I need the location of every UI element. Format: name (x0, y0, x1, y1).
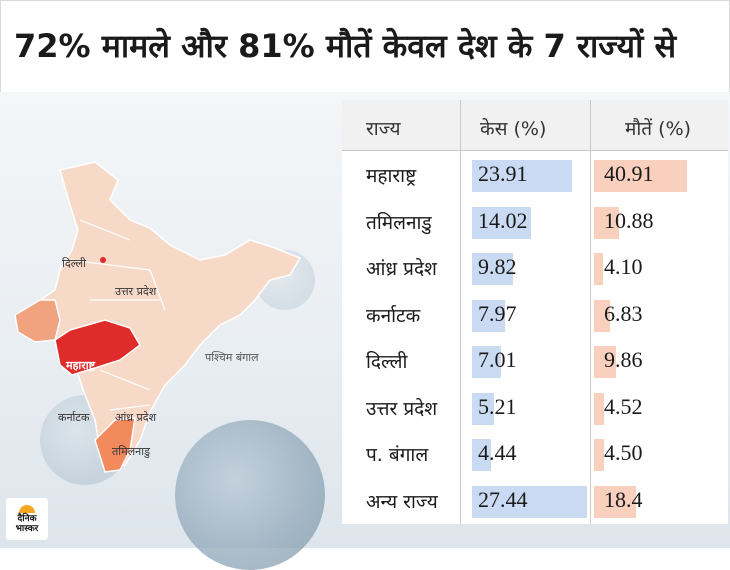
table-row: कर्नाटक 7.97 6.83 (342, 292, 728, 339)
table-row: अन्य राज्य 27.44 18.4 (342, 478, 728, 525)
logo-line1: दैनिक (17, 513, 37, 524)
table-row: उत्तर प्रदेश 5.21 4.52 (342, 385, 728, 432)
india-map (14, 161, 302, 473)
cases-bar (472, 206, 531, 239)
cases-bar (472, 346, 502, 378)
cases-bar (472, 253, 514, 285)
logo-line2: भास्कर (15, 523, 39, 534)
state-name: प. बंगाल (366, 444, 429, 466)
state-name: तमिलनाडु (366, 211, 432, 234)
dainik-bhaskar-logo: दैनिक भास्कर (6, 498, 48, 540)
cases-bar (472, 299, 506, 332)
deaths-value: 40.91 (604, 161, 654, 186)
state-name: आंध्र प्रदेश (366, 258, 437, 280)
deaths-bar (594, 160, 687, 192)
deaths-bar (594, 299, 610, 332)
delhi-marker (100, 257, 106, 263)
gujarat-shape (14, 299, 61, 343)
table-row: दिल्ली 7.01 9.86 (342, 338, 728, 385)
deaths-value: 4.10 (604, 254, 643, 279)
map-label-karnataka: कर्नाटक (58, 411, 90, 424)
deaths-value: 10.88 (604, 207, 654, 233)
state-name: महाराष्ट्र (366, 165, 417, 187)
cases-bar (472, 160, 573, 192)
header-deaths: मौतें (%) (625, 118, 692, 140)
table-header: राज्य केस (%) मौतें (%) (342, 100, 728, 151)
cases-value: 14.02 (478, 207, 528, 233)
deaths-bar (594, 346, 617, 378)
header-state: राज्य (366, 118, 401, 140)
maharashtra-shape (54, 319, 141, 376)
deaths-bar (594, 392, 605, 425)
tamilnadu-shape (94, 417, 136, 473)
sun-icon (19, 504, 35, 513)
cases-bar (472, 485, 587, 518)
map-label-tn: तमिलनाडु (112, 445, 150, 458)
column-divider (590, 100, 591, 524)
deaths-value: 6.83 (604, 300, 643, 326)
state-name: उत्तर प्रदेश (366, 397, 438, 420)
table-row: आंध्र प्रदेश 9.82 4.10 (342, 245, 728, 292)
deaths-value: 4.52 (604, 393, 643, 419)
deaths-bar (594, 485, 636, 518)
deaths-bar (594, 253, 604, 285)
cases-value: 7.97 (478, 300, 517, 326)
column-divider (460, 100, 461, 524)
table-row: तमिलनाडु 14.02 10.88 (342, 199, 728, 246)
deaths-value: 4.50 (604, 440, 643, 465)
map-label-delhi: दिल्ली (62, 257, 86, 270)
map-label-up: उत्तर प्रदेश (115, 285, 157, 298)
cases-value: 27.44 (478, 486, 528, 512)
deaths-bar (594, 439, 605, 471)
state-name: कर्नाटक (366, 304, 421, 327)
map-label-maharashtra: महाराष्ट्र (66, 359, 96, 372)
state-borders (69, 219, 166, 411)
state-name: दिल्ली (366, 351, 408, 373)
deaths-bar (594, 206, 619, 239)
virus-decoration-icon (175, 420, 325, 570)
table-row: महाराष्ट्र 23.91 40.91 (342, 152, 728, 199)
cases-bar (472, 439, 491, 471)
cases-bar (472, 392, 494, 425)
cases-value: 7.01 (478, 347, 517, 372)
cases-value: 4.44 (478, 440, 517, 465)
header-cases: केस (%) (480, 118, 547, 140)
data-table: राज्य केस (%) मौतें (%) महाराष्ट्र 23.91 4… (342, 100, 728, 524)
cases-value: 5.21 (478, 393, 517, 419)
table-row: प. बंगाल 4.44 4.50 (342, 431, 728, 478)
state-name: अन्य राज्य (366, 490, 438, 513)
map-label-ap: आंध्र प्रदेश (115, 411, 157, 424)
chart-title: 72% मामले और 81% मौतें केवल देश के 7 राज… (14, 27, 677, 65)
deaths-value: 18.4 (604, 486, 643, 512)
deaths-value: 9.86 (604, 347, 643, 372)
cases-value: 9.82 (478, 254, 517, 279)
map-label-wb: पश्चिम बंगाल (205, 351, 259, 364)
cases-value: 23.91 (478, 161, 528, 186)
